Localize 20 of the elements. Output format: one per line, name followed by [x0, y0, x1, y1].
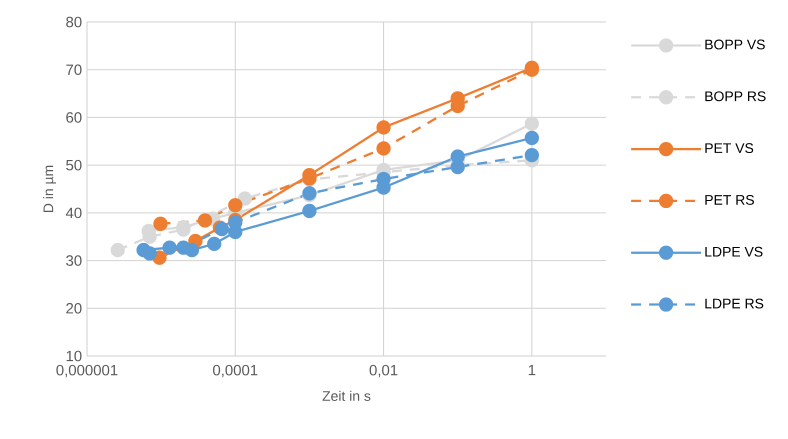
y-tick-label: 10	[66, 350, 82, 362]
legend-label: BOPP VS	[705, 40, 765, 50]
y-tick-label: 40	[66, 208, 82, 218]
legend-label: PET VS	[705, 143, 754, 154]
legend-label: BOPP RS	[705, 91, 766, 102]
y-tick-label: 80	[66, 16, 82, 28]
y-tick-label: 50	[66, 160, 82, 170]
y-tick-label: 70	[66, 64, 82, 75]
y-tick-label: 20	[66, 302, 82, 314]
legend-label: LDPE RS	[705, 298, 764, 309]
y-tick-label: 30	[66, 255, 82, 266]
x-tick-label: 1	[528, 364, 536, 376]
x-tick-label: 0,0001	[213, 364, 258, 378]
x-tick-label: 0,000001	[56, 364, 118, 378]
legend-label: LDPE VS	[705, 246, 762, 257]
x-tick-label: 0,01	[370, 364, 398, 378]
y-axis-title: D in µm	[43, 166, 56, 212]
x-axis-title: Zeit in s	[322, 390, 370, 401]
y-tick-label: 60	[66, 112, 82, 123]
legend-label: PET RS	[705, 194, 754, 205]
